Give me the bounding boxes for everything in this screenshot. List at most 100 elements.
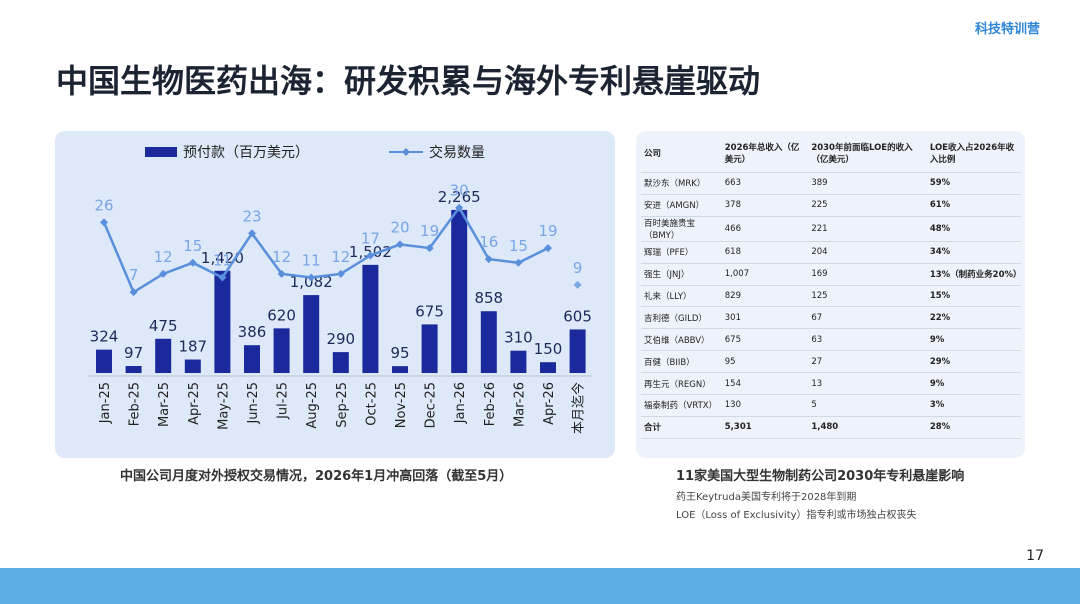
table-cell: 福泰制药（VRTX） <box>641 394 722 417</box>
table-cell: 618 <box>721 241 809 264</box>
table-cell: 1,007 <box>721 263 809 286</box>
note: 药王Keytruda美国专利将于2028年到期 <box>676 492 857 503</box>
x-tick-label: Jan-26 <box>453 382 468 424</box>
bar <box>540 362 556 373</box>
table-cell: 15% <box>926 285 1021 308</box>
line-value-label: 15 <box>183 237 202 255</box>
table-cell: 221 <box>808 216 927 242</box>
bar <box>244 345 260 373</box>
bar <box>184 359 201 373</box>
table-cell: 204 <box>808 241 927 264</box>
table-cell: 13%（制药业务20%） <box>926 263 1022 286</box>
table-panel: 公司 2026年总收入（亿美元） 2030年前面临LOE的收入（亿美元） LOE收入占… <box>636 131 1025 458</box>
x-tick-label: Jul-25 <box>276 382 291 420</box>
table-cell: 95 <box>721 350 809 374</box>
x-tick-label: Dec-25 <box>424 382 439 428</box>
header-row: 公司 2026年总收入（亿美元） 2030年前面临LOE的收入（亿美元） LOE收入占… <box>641 134 1021 173</box>
line-value-label: 11 <box>213 251 232 269</box>
line-value-label: 12 <box>154 248 173 266</box>
table-cell: 301 <box>721 306 809 330</box>
header-cell: 公司 <box>641 134 722 173</box>
bar-value-label: 310 <box>504 329 533 347</box>
table-cell: 63 <box>808 328 927 352</box>
x-tick-label: Aug-25 <box>305 382 320 429</box>
x-tick-label: Feb-26 <box>483 382 498 426</box>
line-value-label: 17 <box>361 229 380 247</box>
table-cell: 合计 <box>641 416 722 439</box>
line-marker <box>425 244 434 253</box>
x-tick-label: Oct-25 <box>364 382 379 426</box>
table-row: 礼来（LLY） 829 125 15% <box>641 285 1021 308</box>
line-value-label: 20 <box>390 218 409 236</box>
x-tick-label: Mar-26 <box>512 382 527 427</box>
table-cell: 13 <box>808 372 927 396</box>
bar-value-label: 858 <box>474 289 503 307</box>
line-marker <box>129 288 138 297</box>
line-marker <box>218 273 227 282</box>
table-cell: 1,480 <box>808 416 927 439</box>
bar <box>480 311 497 373</box>
legend-label: 预付款（百万美元） <box>183 145 309 161</box>
line-marker <box>396 240 404 249</box>
line-marker <box>366 251 375 260</box>
logo: 科技特训营 <box>974 22 1040 37</box>
table-cell: 强生（JNJ） <box>641 263 722 286</box>
x-tick-label: Jun-25 <box>246 382 261 425</box>
bar <box>421 324 438 373</box>
table-cell: 艾伯维（ABBV） <box>641 328 722 352</box>
table-cell: 125 <box>808 285 927 308</box>
line-value-label: 9 <box>573 259 583 277</box>
note: LOE（Loss of Exclusivity）指专利或市场独占权丧失 <box>676 510 917 521</box>
line-marker <box>455 203 464 212</box>
bar <box>510 350 527 373</box>
bar-value-label: 386 <box>238 323 267 341</box>
table-cell: 百健（BIIB） <box>641 350 722 374</box>
table-cell: 安进（AMGN） <box>641 194 722 217</box>
table-cell: 663 <box>721 172 809 195</box>
table-row: 百时美施贵宝（BMY） 466 221 48% <box>641 216 1021 242</box>
bar-value-label: 187 <box>178 338 207 356</box>
table-cell: 3% <box>926 394 1021 417</box>
table-row: 强生（JNJ） 1,007 169 13%（制药业务20%） <box>641 263 1022 286</box>
line <box>102 205 549 295</box>
line-marker <box>277 269 286 278</box>
table-cell: 169 <box>808 263 927 286</box>
line-marker <box>336 269 345 278</box>
bar-value-label: 605 <box>563 307 592 325</box>
table-caption: 11家美国大型生物制药公司2030年专利悬崖影响 <box>676 469 965 484</box>
x-tick-label: Apr-25 <box>187 382 202 425</box>
table-cell: 再生元（REGN） <box>641 372 722 396</box>
bar <box>303 295 320 373</box>
line-value-label: 15 <box>509 237 528 255</box>
table-cell: 默沙东（MRK） <box>641 172 722 195</box>
table-cell: 61% <box>926 194 1021 217</box>
x-tick-label: Jan-25 <box>98 382 113 424</box>
table-row: 艾伯维（ABBV） 675 63 9% <box>641 328 1021 352</box>
line-value-label: 23 <box>242 207 261 225</box>
table-cell: 吉利德（GILD） <box>641 306 722 330</box>
line-value-label: 11 <box>302 251 321 269</box>
chart: 预付款（百万美元） 交易数量 Jan-25 Feb-25 Mar-25 Apr-25 May… <box>88 144 592 434</box>
table-cell: 829 <box>721 285 809 308</box>
x-tick-label: May-25 <box>216 382 231 430</box>
table-cell: 225 <box>808 194 927 217</box>
bar <box>569 329 586 373</box>
slide-title: 中国生物医药出海：研发积累与海外专利悬崖驱动 <box>56 62 761 100</box>
table-cell: 辉瑞（PFE） <box>641 241 722 264</box>
bar <box>125 366 142 373</box>
table-cell: 22% <box>926 306 1021 330</box>
table-row: 百健（BIIB） 95 27 29% <box>641 350 1021 374</box>
bar <box>273 328 290 373</box>
table-cell: 5,301 <box>721 416 809 439</box>
line-marker <box>188 258 197 267</box>
bar-value-label: 675 <box>415 302 444 320</box>
x-tick-label: Sep-25 <box>335 382 350 428</box>
line-marker <box>100 218 108 227</box>
bar-value-label: 620 <box>267 306 296 324</box>
bar <box>155 338 172 373</box>
table-cell: 百时美施贵宝（BMY） <box>641 216 722 242</box>
line-value-label: 12 <box>331 248 350 266</box>
line-marker <box>159 269 168 278</box>
table: 公司 2026年总收入（亿美元） 2030年前面临LOE的收入（亿美元） LOE收入占… <box>641 134 1022 439</box>
